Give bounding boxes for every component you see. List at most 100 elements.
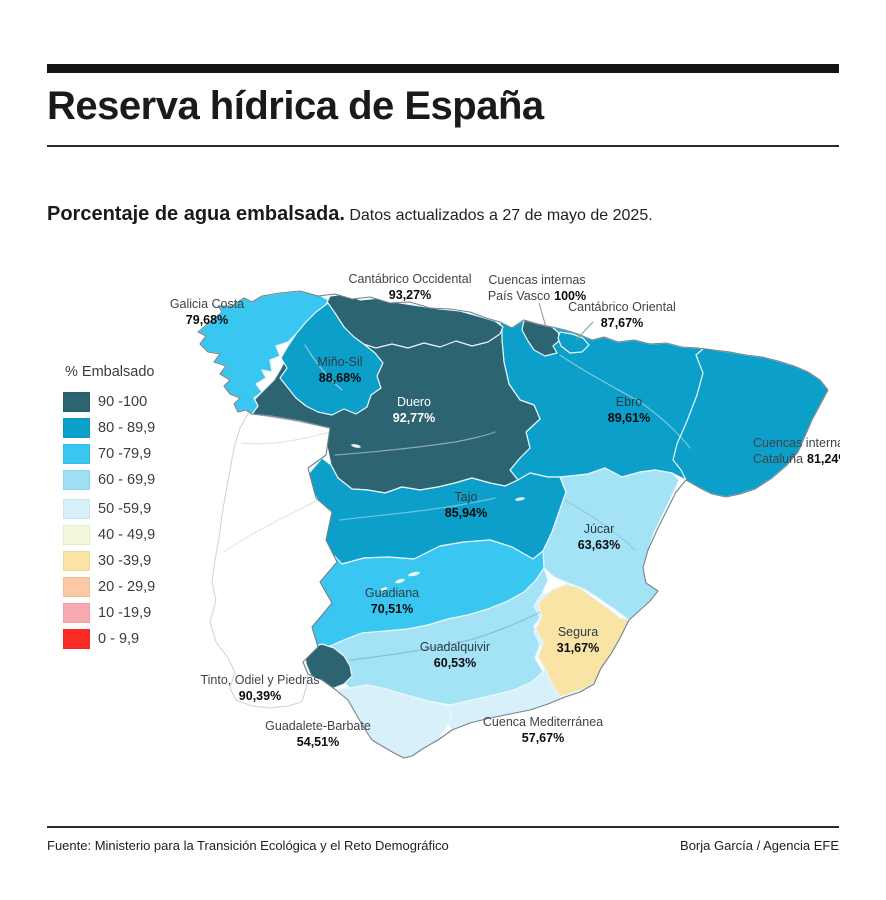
svg-text:Júcar: Júcar	[584, 522, 615, 536]
footer: Fuente: Ministerio para la Transición Ec…	[47, 838, 839, 853]
svg-text:63,63%: 63,63%	[578, 538, 620, 552]
label-segura: Segura 31,67%	[557, 625, 599, 655]
svg-text:88,68%: 88,68%	[319, 371, 361, 385]
svg-text:60,53%: 60,53%	[434, 656, 476, 670]
svg-text:79,68%: 79,68%	[186, 313, 228, 327]
page-title: Reserva hídrica de España	[47, 84, 544, 128]
label-cantabrico-oriental: Cantábrico Oriental 87,67%	[568, 300, 676, 330]
spain-basins-map: Galicia Costa 79,68% Cantábrico Occident…	[170, 272, 840, 759]
svg-text:93,27%: 93,27%	[389, 288, 431, 302]
svg-text:57,67%: 57,67%	[522, 731, 564, 745]
label-galicia-costa: Galicia Costa 79,68%	[170, 297, 244, 327]
legend-row: 70 -79,9	[63, 444, 213, 464]
label-tajo: Tajo 85,94%	[445, 490, 487, 520]
legend-swatch-0	[63, 629, 90, 649]
legend-row: 80 - 89,9	[63, 418, 213, 438]
region-tinto-odiel-piedras	[304, 643, 353, 689]
legend-row: 40 - 49,9	[63, 525, 213, 545]
svg-text:Guadiana: Guadiana	[365, 586, 419, 600]
svg-text:Duero: Duero	[397, 395, 431, 409]
legend-label: 30 -39,9	[98, 553, 152, 569]
river-guadalquivir	[349, 611, 541, 661]
legend-swatch-40	[63, 525, 90, 545]
river-tajo	[339, 497, 496, 521]
svg-text:54,51%: 54,51%	[297, 735, 339, 749]
svg-text:92,77%: 92,77%	[393, 411, 435, 425]
subtitle-bold: Porcentaje de agua embalsada.	[47, 203, 345, 225]
legend-swatch-10	[63, 603, 90, 623]
legend-label: 60 - 69,9	[98, 472, 156, 488]
svg-text:Tajo: Tajo	[455, 490, 478, 504]
legend-row: 20 - 29,9	[63, 577, 213, 597]
footer-source: Fuente: Ministerio para la Transición Ec…	[47, 838, 449, 853]
label-ebro: Ebro 89,61%	[608, 395, 650, 425]
svg-text:87,67%: 87,67%	[601, 316, 643, 330]
legend-row: 90 -100	[63, 392, 213, 412]
footer-divider	[47, 826, 839, 828]
river-jucar	[564, 499, 636, 551]
svg-text:31,67%: 31,67%	[557, 641, 599, 655]
river-mino	[304, 344, 343, 391]
label-guadiana: Guadiana 70,51%	[365, 586, 419, 616]
label-cuenca-mediterranea: Cuenca Mediterránea 57,67%	[483, 715, 603, 745]
legend-label: 40 - 49,9	[98, 527, 156, 543]
legend-label: 0 - 9,9	[98, 631, 140, 647]
portugal-river-line	[241, 431, 331, 445]
region-cantabrico-oriental	[557, 331, 590, 354]
legend-label: 90 -100	[98, 394, 148, 410]
subtitle-date: Datos actualizados a 27 de mayo de 2025.	[344, 207, 653, 224]
svg-text:Miño-Sil: Miño-Sil	[317, 355, 362, 369]
svg-text:Galicia Costa: Galicia Costa	[170, 297, 244, 311]
legend-swatch-60	[63, 470, 90, 490]
svg-text:Ebro: Ebro	[616, 395, 642, 409]
legend-swatch-20	[63, 577, 90, 597]
footer-credit: Borja García / Agencia EFE	[680, 838, 839, 853]
label-guadalquivir: Guadalquivir 60,53%	[420, 640, 490, 670]
svg-text:85,94%: 85,94%	[445, 506, 487, 520]
top-black-bar	[47, 64, 839, 73]
svg-text:Cantábrico Oriental: Cantábrico Oriental	[568, 300, 676, 314]
label-cantabrico-occidental: Cantábrico Occidental 93,27%	[349, 272, 472, 302]
svg-text:Guadalquivir: Guadalquivir	[420, 640, 490, 654]
subtitle: Porcentaje de agua embalsada. Datos actu…	[47, 203, 839, 226]
legend-swatch-70	[63, 444, 90, 464]
svg-text:70,51%: 70,51%	[371, 602, 413, 616]
label-duero: Duero 92,77%	[393, 395, 435, 425]
legend-swatch-90-100	[63, 392, 90, 412]
river-duero	[334, 431, 496, 456]
legend-row: 10 -19,9	[63, 603, 213, 623]
legend-label: 70 -79,9	[98, 446, 152, 462]
svg-text:90,39%: 90,39%	[239, 689, 281, 703]
legend-label: 50 -59,9	[98, 501, 152, 517]
region-mino-sil	[279, 302, 384, 416]
portugal-river-line	[223, 499, 319, 553]
svg-text:Segura: Segura	[558, 625, 598, 639]
svg-text:Cuenca Mediterránea: Cuenca Mediterránea	[483, 715, 603, 729]
legend-label: 10 -19,9	[98, 605, 152, 621]
legend-title: % Embalsado	[65, 364, 155, 380]
svg-text:Cantábrico Occidental: Cantábrico Occidental	[349, 272, 472, 286]
region-segura	[535, 583, 630, 698]
svg-text:Tinto, Odiel y Piedras: Tinto, Odiel y Piedras	[200, 673, 319, 687]
river-ebro	[559, 354, 691, 449]
legend-swatch-80	[63, 418, 90, 438]
label-mino-sil: Miño-Sil 88,68%	[317, 355, 362, 385]
spain-coastline	[197, 290, 829, 759]
legend-label: 20 - 29,9	[98, 579, 156, 595]
legend-row: 30 -39,9	[63, 551, 213, 571]
label-jucar: Júcar 63,63%	[578, 522, 620, 552]
svg-text:Cuencas internas: Cuencas internas	[488, 273, 585, 287]
svg-text:Guadalete-Barbate: Guadalete-Barbate	[265, 719, 371, 733]
label-cuencas-internas-pais-vasco: Cuencas internas País Vasco 100%	[488, 273, 586, 303]
svg-text:89,61%: 89,61%	[608, 411, 650, 425]
leader-line-cantabrico-oriental	[575, 321, 594, 341]
legend-swatch-50	[63, 499, 90, 519]
label-guadalete-barbate: Guadalete-Barbate 54,51%	[265, 719, 371, 749]
svg-text:Cuencas internas: Cuencas internas	[753, 436, 840, 450]
legend: % Embalsado 90 -100 80 - 89,9 70 -79,9 6…	[63, 364, 213, 655]
title-divider	[47, 145, 839, 147]
label-tinto-odiel-piedras: Tinto, Odiel y Piedras 90,39%	[200, 673, 319, 703]
